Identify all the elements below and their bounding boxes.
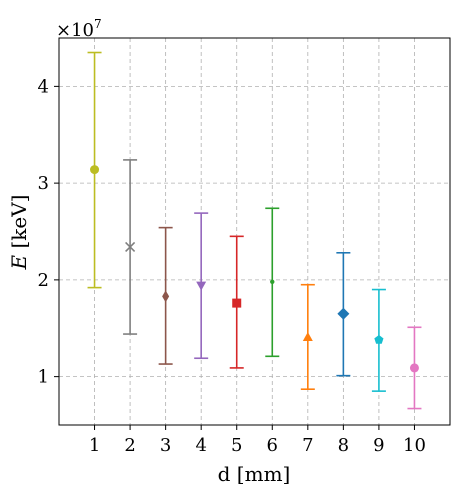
data-point-group <box>194 212 209 360</box>
x-tick-label: 7 <box>302 435 313 456</box>
x-tick-label: 3 <box>160 435 171 456</box>
x-tick-label: 8 <box>338 435 349 456</box>
data-point <box>125 241 136 253</box>
data-point-group <box>336 251 351 377</box>
x-tick-label: 2 <box>124 435 135 456</box>
data-point-group <box>371 288 386 392</box>
y-axis-label: E [keV] <box>7 195 31 271</box>
x-tick-label: 9 <box>373 435 384 456</box>
data-point <box>337 307 350 320</box>
x-tick-label: 4 <box>195 435 206 456</box>
x-axis-label: d [mm] <box>218 462 291 486</box>
data-point-group <box>87 51 102 289</box>
data-point <box>302 331 313 341</box>
y-multiplier: ×107 <box>56 17 102 41</box>
data-point-group <box>300 283 315 391</box>
y-tick-label: 2 <box>38 270 49 291</box>
plot-frame <box>58 37 451 426</box>
data-point-group <box>265 207 280 358</box>
data-marks <box>87 51 422 410</box>
data-point <box>196 281 207 291</box>
data-point <box>90 165 100 175</box>
x-tick-label: 10 <box>403 435 426 456</box>
data-point-group <box>229 235 244 369</box>
data-point <box>374 335 384 344</box>
data-point-group <box>158 226 173 365</box>
axis-ticks: 1 2 3 4 5 6 7 8 9 10 1 2 3 4 <box>38 76 426 456</box>
x-tick-label: 5 <box>231 435 242 456</box>
x-tick-label: 1 <box>89 435 100 456</box>
data-point-group <box>407 326 422 410</box>
data-point <box>270 279 275 285</box>
data-point <box>232 298 242 308</box>
y-tick-label: 4 <box>38 76 49 97</box>
data-point-group <box>123 159 138 335</box>
y-tick-label: 1 <box>38 367 49 388</box>
data-point <box>409 363 419 373</box>
data-point <box>162 290 170 303</box>
y-tick-label: 3 <box>38 173 49 194</box>
x-tick-label: 6 <box>267 435 278 456</box>
grid <box>59 38 450 425</box>
